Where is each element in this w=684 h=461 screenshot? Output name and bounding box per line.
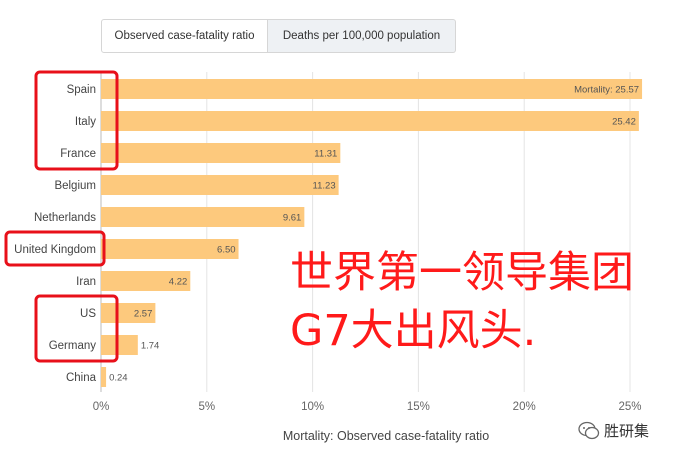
bar: [101, 79, 643, 99]
bar: [101, 303, 156, 323]
value-label: Mortality: 25.57: [574, 85, 639, 96]
highlight-box: [34, 70, 119, 171]
category-label: Netherlands: [34, 212, 96, 224]
value-label: 1.74: [141, 341, 160, 352]
value-label: 4.22: [169, 277, 188, 288]
value-label: 0.24: [109, 373, 128, 384]
overlay-caption-line1: 世界第一领导集团: [290, 248, 634, 298]
category-label: Iran: [76, 276, 96, 288]
bar: [101, 271, 191, 291]
bars: [101, 79, 643, 387]
x-tick-label: 15%: [407, 401, 430, 413]
tab-deaths-per-100k[interactable]: Deaths per 100,000 population: [268, 19, 456, 53]
bar: [101, 143, 341, 163]
value-label: 6.50: [217, 245, 236, 256]
category-label: US: [80, 308, 96, 320]
bar: [101, 335, 138, 355]
value-label: 11.23: [313, 181, 336, 192]
x-tick-label: 0%: [93, 401, 110, 413]
category-label: France: [60, 148, 96, 160]
x-tick-label: 25%: [618, 401, 641, 413]
category-label: United Kingdom: [14, 244, 96, 256]
highlight-box: [34, 294, 119, 363]
bar: [101, 367, 107, 387]
x-axis-label: Mortality: Observed case-fatality ratio: [283, 429, 489, 443]
highlight-box: [4, 230, 106, 267]
x-tick-label: 20%: [513, 401, 536, 413]
value-label: 9.61: [283, 213, 302, 224]
x-tick-labels: 0% 5% 10% 15% 20% 25%: [93, 401, 642, 413]
highlight-boxes: [4, 70, 119, 363]
value-label: 25.42: [612, 117, 636, 128]
category-label: Belgium: [54, 180, 96, 192]
x-tick-label: 10%: [301, 401, 324, 413]
wechat-icon: [578, 421, 600, 439]
category-label: Germany: [49, 340, 97, 352]
category-label: Italy: [75, 116, 96, 128]
watermark-text: 胜研集: [604, 422, 650, 440]
overlay-caption-line2: G7大出风头.: [290, 306, 537, 356]
tab-observed-case-fatality-ratio[interactable]: Observed case-fatality ratio: [101, 19, 268, 53]
bar: [101, 175, 339, 195]
metric-tabs: Observed case-fatality ratio Deaths per …: [101, 19, 456, 53]
bar: [101, 111, 639, 131]
value-label: 2.57: [134, 309, 153, 320]
category-label: China: [66, 372, 97, 384]
bar: [101, 239, 239, 259]
value-label: 11.31: [314, 149, 337, 160]
value-labels: Mortality: 25.57 25.42 11.31 11.23 9.61 6.50 4…: [109, 85, 639, 384]
watermark: 胜研集: [578, 420, 649, 441]
category-labels: Spain Italy France Belgium Netherlands United…: [14, 84, 96, 384]
bar: [101, 207, 305, 227]
category-label: Spain: [67, 84, 96, 96]
x-tick-label: 5%: [198, 401, 215, 413]
